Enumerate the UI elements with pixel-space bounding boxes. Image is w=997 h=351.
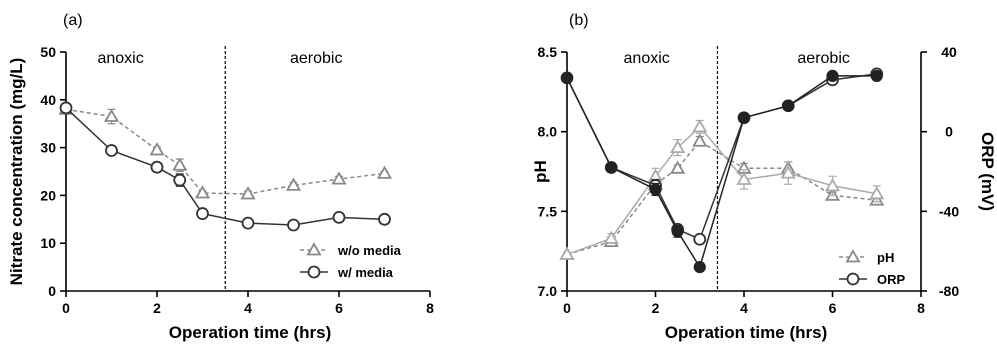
data-point <box>194 185 211 199</box>
y-axis-title: pH <box>531 160 550 183</box>
x-tick-label: 0 <box>563 300 571 316</box>
data-point <box>869 185 885 200</box>
data-point <box>150 160 164 174</box>
data-point <box>692 119 708 133</box>
legend-label: w/o media <box>337 243 402 258</box>
y-tick-label: 0 <box>48 283 56 299</box>
x-tick-label: 4 <box>244 300 252 316</box>
panel-label: (a) <box>63 12 83 29</box>
y2-tick-label: -80 <box>939 283 959 299</box>
y-tick-label: 7.5 <box>538 203 558 219</box>
data-point <box>285 177 302 191</box>
data-point <box>241 216 255 230</box>
legend-entry: ORP <box>839 272 906 287</box>
data-point <box>105 144 118 157</box>
series-replicate-3 <box>560 69 883 274</box>
y2-tick-label: 0 <box>945 124 953 140</box>
data-point <box>870 69 883 83</box>
data-point <box>736 171 752 185</box>
region-label-anoxic: anoxic <box>624 50 670 67</box>
region-label-aerobic: aerobic <box>797 50 849 67</box>
data-point <box>670 160 686 174</box>
legend-label: pH <box>877 250 894 265</box>
data-point <box>331 171 347 185</box>
x-tick-label: 6 <box>829 300 837 316</box>
x-tick-label: 2 <box>153 300 161 316</box>
legend-marker <box>845 249 861 263</box>
region-label-anoxic: anoxic <box>97 50 143 67</box>
y-tick-label: 50 <box>40 44 56 60</box>
series-orp <box>560 67 884 246</box>
y2-axis-title: ORP (mV) <box>978 132 997 211</box>
y-tick-label: 30 <box>40 140 56 156</box>
data-point <box>782 99 795 112</box>
data-point <box>287 218 300 232</box>
series-line <box>65 108 385 195</box>
legend-label: ORP <box>877 272 906 287</box>
y-tick-label: 8.0 <box>538 124 558 140</box>
x-tick-label: 6 <box>335 300 343 316</box>
x-tick-label: 4 <box>740 300 748 316</box>
x-tick-label: 8 <box>426 300 434 316</box>
y-axis-title: Nitrate concentration (mg/L) <box>7 58 26 286</box>
data-point <box>671 225 684 238</box>
data-point <box>559 246 575 260</box>
data-point <box>693 261 706 274</box>
data-point <box>173 173 187 187</box>
data-point <box>605 161 618 174</box>
y2-tick-label: 40 <box>941 44 957 60</box>
y-tick-label: 7.0 <box>538 283 558 299</box>
data-point <box>59 101 73 115</box>
legend-label: w/ media <box>337 265 394 280</box>
data-point <box>603 230 619 244</box>
x-tick-label: 0 <box>62 300 70 316</box>
region-label-aerobic: aerobic <box>290 50 342 67</box>
data-point <box>149 142 165 156</box>
data-point <box>172 157 188 171</box>
data-point <box>376 165 393 179</box>
y-tick-label: 8.5 <box>538 44 558 60</box>
legend-marker <box>307 265 321 279</box>
y-tick-label: 40 <box>40 92 56 108</box>
data-point <box>103 108 120 122</box>
data-point <box>649 183 662 196</box>
x-tick-label: 8 <box>917 300 925 316</box>
data-point <box>560 71 574 84</box>
data-point <box>693 232 707 246</box>
data-point <box>780 165 796 179</box>
data-point <box>332 210 346 224</box>
data-point <box>824 178 841 192</box>
legend-entry: w/o media <box>300 242 402 258</box>
x-axis-title: Operation time (hrs) <box>665 323 827 342</box>
chart-panel-a: 0 2 4 6 8 0 10 20 30 40 50 Operation time (hrs) Nitr… <box>7 12 434 342</box>
y2-tick-label: -40 <box>939 203 959 219</box>
data-point <box>737 111 751 124</box>
x-tick-label: 2 <box>652 300 660 316</box>
legend-marker <box>306 242 322 256</box>
data-point <box>240 186 256 200</box>
panel-label: (b) <box>569 12 589 29</box>
y-tick-label: 10 <box>40 235 56 251</box>
chart-panel-b: 0 2 4 6 8 7.0 7.5 8.0 8.5 -80 -40 0 40 Operation time… <box>531 12 997 342</box>
series-line <box>566 73 877 241</box>
data-point <box>670 139 686 154</box>
legend-entry: pH <box>839 249 894 265</box>
data-point <box>378 212 391 226</box>
series-line <box>566 140 877 256</box>
x-axis-title: Operation time (hrs) <box>169 323 331 342</box>
legend-entry: w/ media <box>300 265 394 280</box>
series-w-media <box>59 101 391 232</box>
data-point <box>692 133 708 147</box>
data-point <box>826 69 839 83</box>
series-replicate-1 <box>559 119 885 260</box>
legend-marker <box>846 272 860 286</box>
data-point <box>196 207 209 220</box>
y-tick-label: 20 <box>40 187 56 203</box>
